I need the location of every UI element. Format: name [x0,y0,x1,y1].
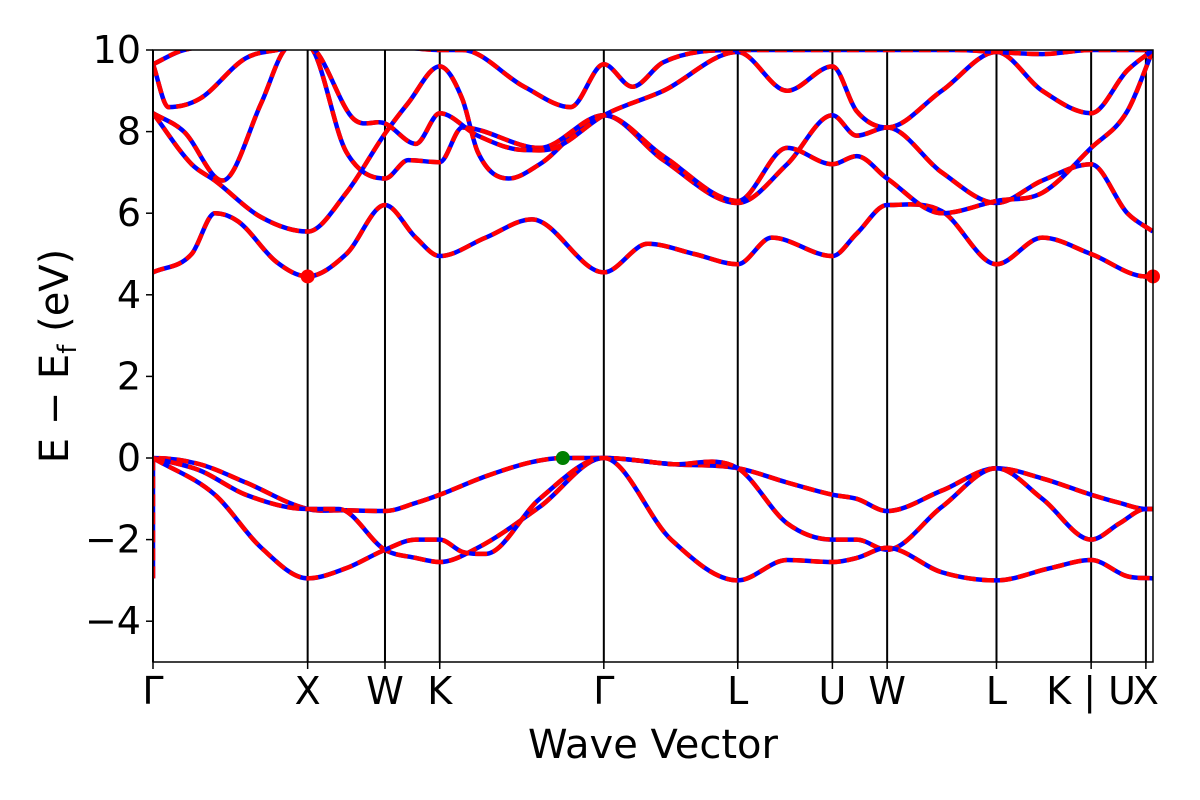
extrema-markers [300,269,1160,465]
band-4-red [153,64,1153,234]
x-axis-title: Wave Vector [528,722,779,768]
x-tick-label-4: Γ [593,669,614,713]
band-6-blue [153,50,1153,153]
band-1-blue [153,455,1153,565]
band-series [153,50,1153,583]
y-axis-ticks: −4 −2 0 2 4 6 8 10 [85,28,153,643]
band-7-red [153,50,1153,110]
x-tick-label-0: Γ [142,669,163,713]
band-3-blue [153,202,1153,279]
y-axis-title: E − Ef (eV) [32,249,83,464]
y-tick-label-2: 0 [117,436,141,480]
x-tick-label-5: L [727,669,748,713]
x-tick-label-9: K | U [1046,669,1136,714]
band-2-red [153,455,1153,583]
x-tick-label-6: U [818,669,846,713]
vbm-marker [555,451,570,465]
y-tick-label-7: 10 [93,28,141,72]
x-tick-label-3: K [427,669,453,713]
y-tick-label-6: 8 [117,110,141,154]
y-tick-label-5: 6 [117,191,141,235]
y-axis-title-subscript: f [53,344,83,354]
y-tick-label-3: 2 [117,354,141,398]
x-tick-label-10: X [1133,669,1159,713]
plot-frame [152,49,1154,663]
x-tick-label-2: W [366,669,404,713]
y-axis-title-main: E − E [32,354,78,464]
band-1-red [153,455,1153,565]
y-axis-title-unit: (eV) [32,249,78,345]
x-tick-label-7: W [868,669,906,713]
x-tick-label-8: L [986,669,1007,713]
band-6-red [153,50,1153,153]
kpoint-divider-lines [152,50,1147,662]
band-2-blue [153,455,1153,583]
x-tick-label-1: X [295,669,321,713]
y-tick-label-1: −2 [85,518,141,562]
y-tick-label-4: 4 [117,273,141,317]
band-3-red [153,202,1153,279]
y-tick-label-0: −4 [85,599,141,643]
cbm-marker-0 [300,269,315,284]
